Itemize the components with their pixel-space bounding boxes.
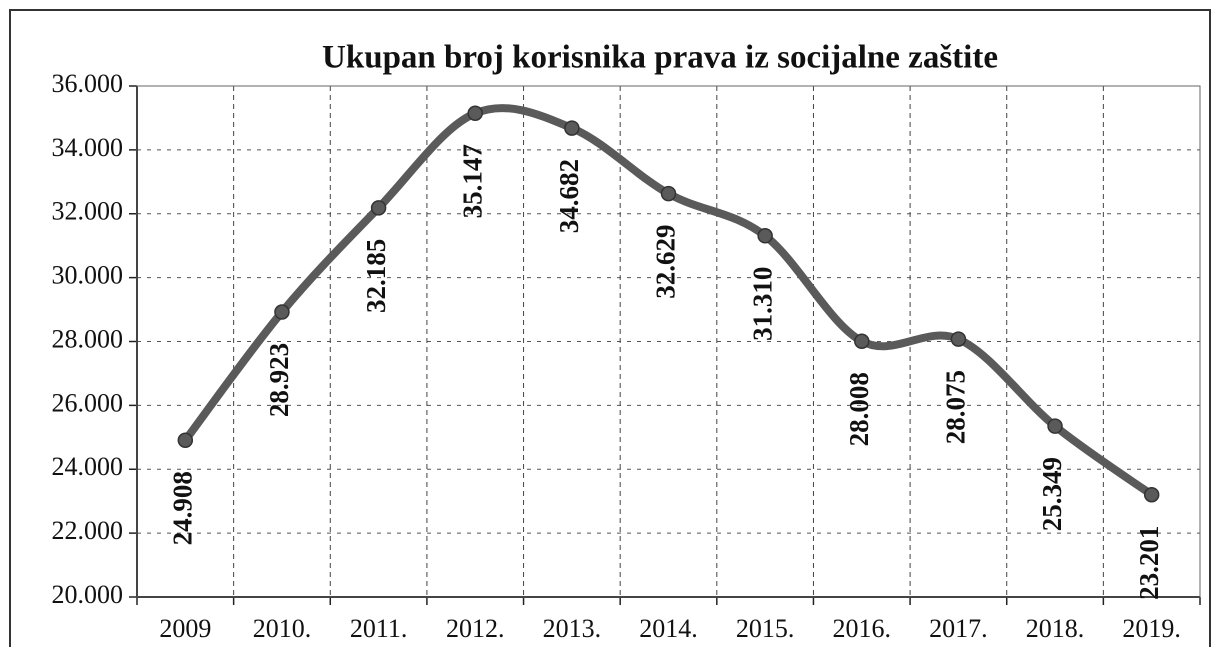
y-tick-label: 36.000 [52, 69, 124, 98]
x-tick-label: 2010. [253, 614, 312, 643]
data-point [467, 105, 483, 121]
data-label: 23.201 [1134, 526, 1164, 600]
data-label: 24.908 [168, 471, 198, 545]
data-point [950, 331, 967, 347]
data-label: 31.310 [747, 267, 777, 341]
data-label: 35.147 [457, 144, 487, 218]
y-tick-label: 22.000 [52, 516, 124, 545]
data-label: 28.075 [941, 370, 971, 444]
data-point [274, 304, 290, 320]
y-tick-label: 20.000 [52, 580, 124, 609]
data-point [757, 228, 773, 244]
data-label: 32.629 [651, 225, 681, 299]
data-point [564, 120, 580, 136]
data-label: 28.923 [264, 343, 294, 417]
data-point [177, 432, 194, 449]
x-tick-label: 2011. [350, 614, 408, 643]
data-point [370, 200, 387, 216]
y-tick-label: 30.000 [52, 261, 124, 290]
data-point [854, 333, 870, 349]
y-tick-label: 32.000 [52, 197, 124, 226]
y-tick-label: 24.000 [52, 452, 124, 481]
plot-border [136, 85, 1201, 598]
y-tick-label: 34.000 [52, 133, 124, 162]
x-tick-label: 2012. [446, 614, 505, 643]
data-line [181, 104, 1156, 499]
frame [9, 9, 1211, 647]
x-tick-label: 2019. [1122, 614, 1181, 643]
x-tick-label: 2017. [929, 614, 988, 643]
data-label: 28.008 [844, 372, 874, 446]
y-tick-label: 26.000 [52, 388, 124, 417]
chart-title: Ukupan broj korisnika prava iz socijalne… [322, 40, 998, 76]
data-label: 34.682 [554, 159, 584, 233]
x-tick-label: 2013. [543, 614, 602, 643]
x-tick-label: 2015. [736, 614, 795, 643]
x-tick-label: 2018. [1026, 614, 1085, 643]
data-label: 32.185 [361, 239, 391, 313]
data-point [1047, 418, 1063, 434]
data-point [1143, 487, 1160, 503]
data-point [660, 185, 677, 202]
x-tick-label: 2009 [159, 614, 211, 643]
y-tick-label: 28.000 [52, 324, 124, 353]
x-tick-label: 2014. [639, 614, 698, 643]
data-label: 25.349 [1037, 457, 1067, 531]
x-tick-label: 2016. [833, 614, 892, 643]
